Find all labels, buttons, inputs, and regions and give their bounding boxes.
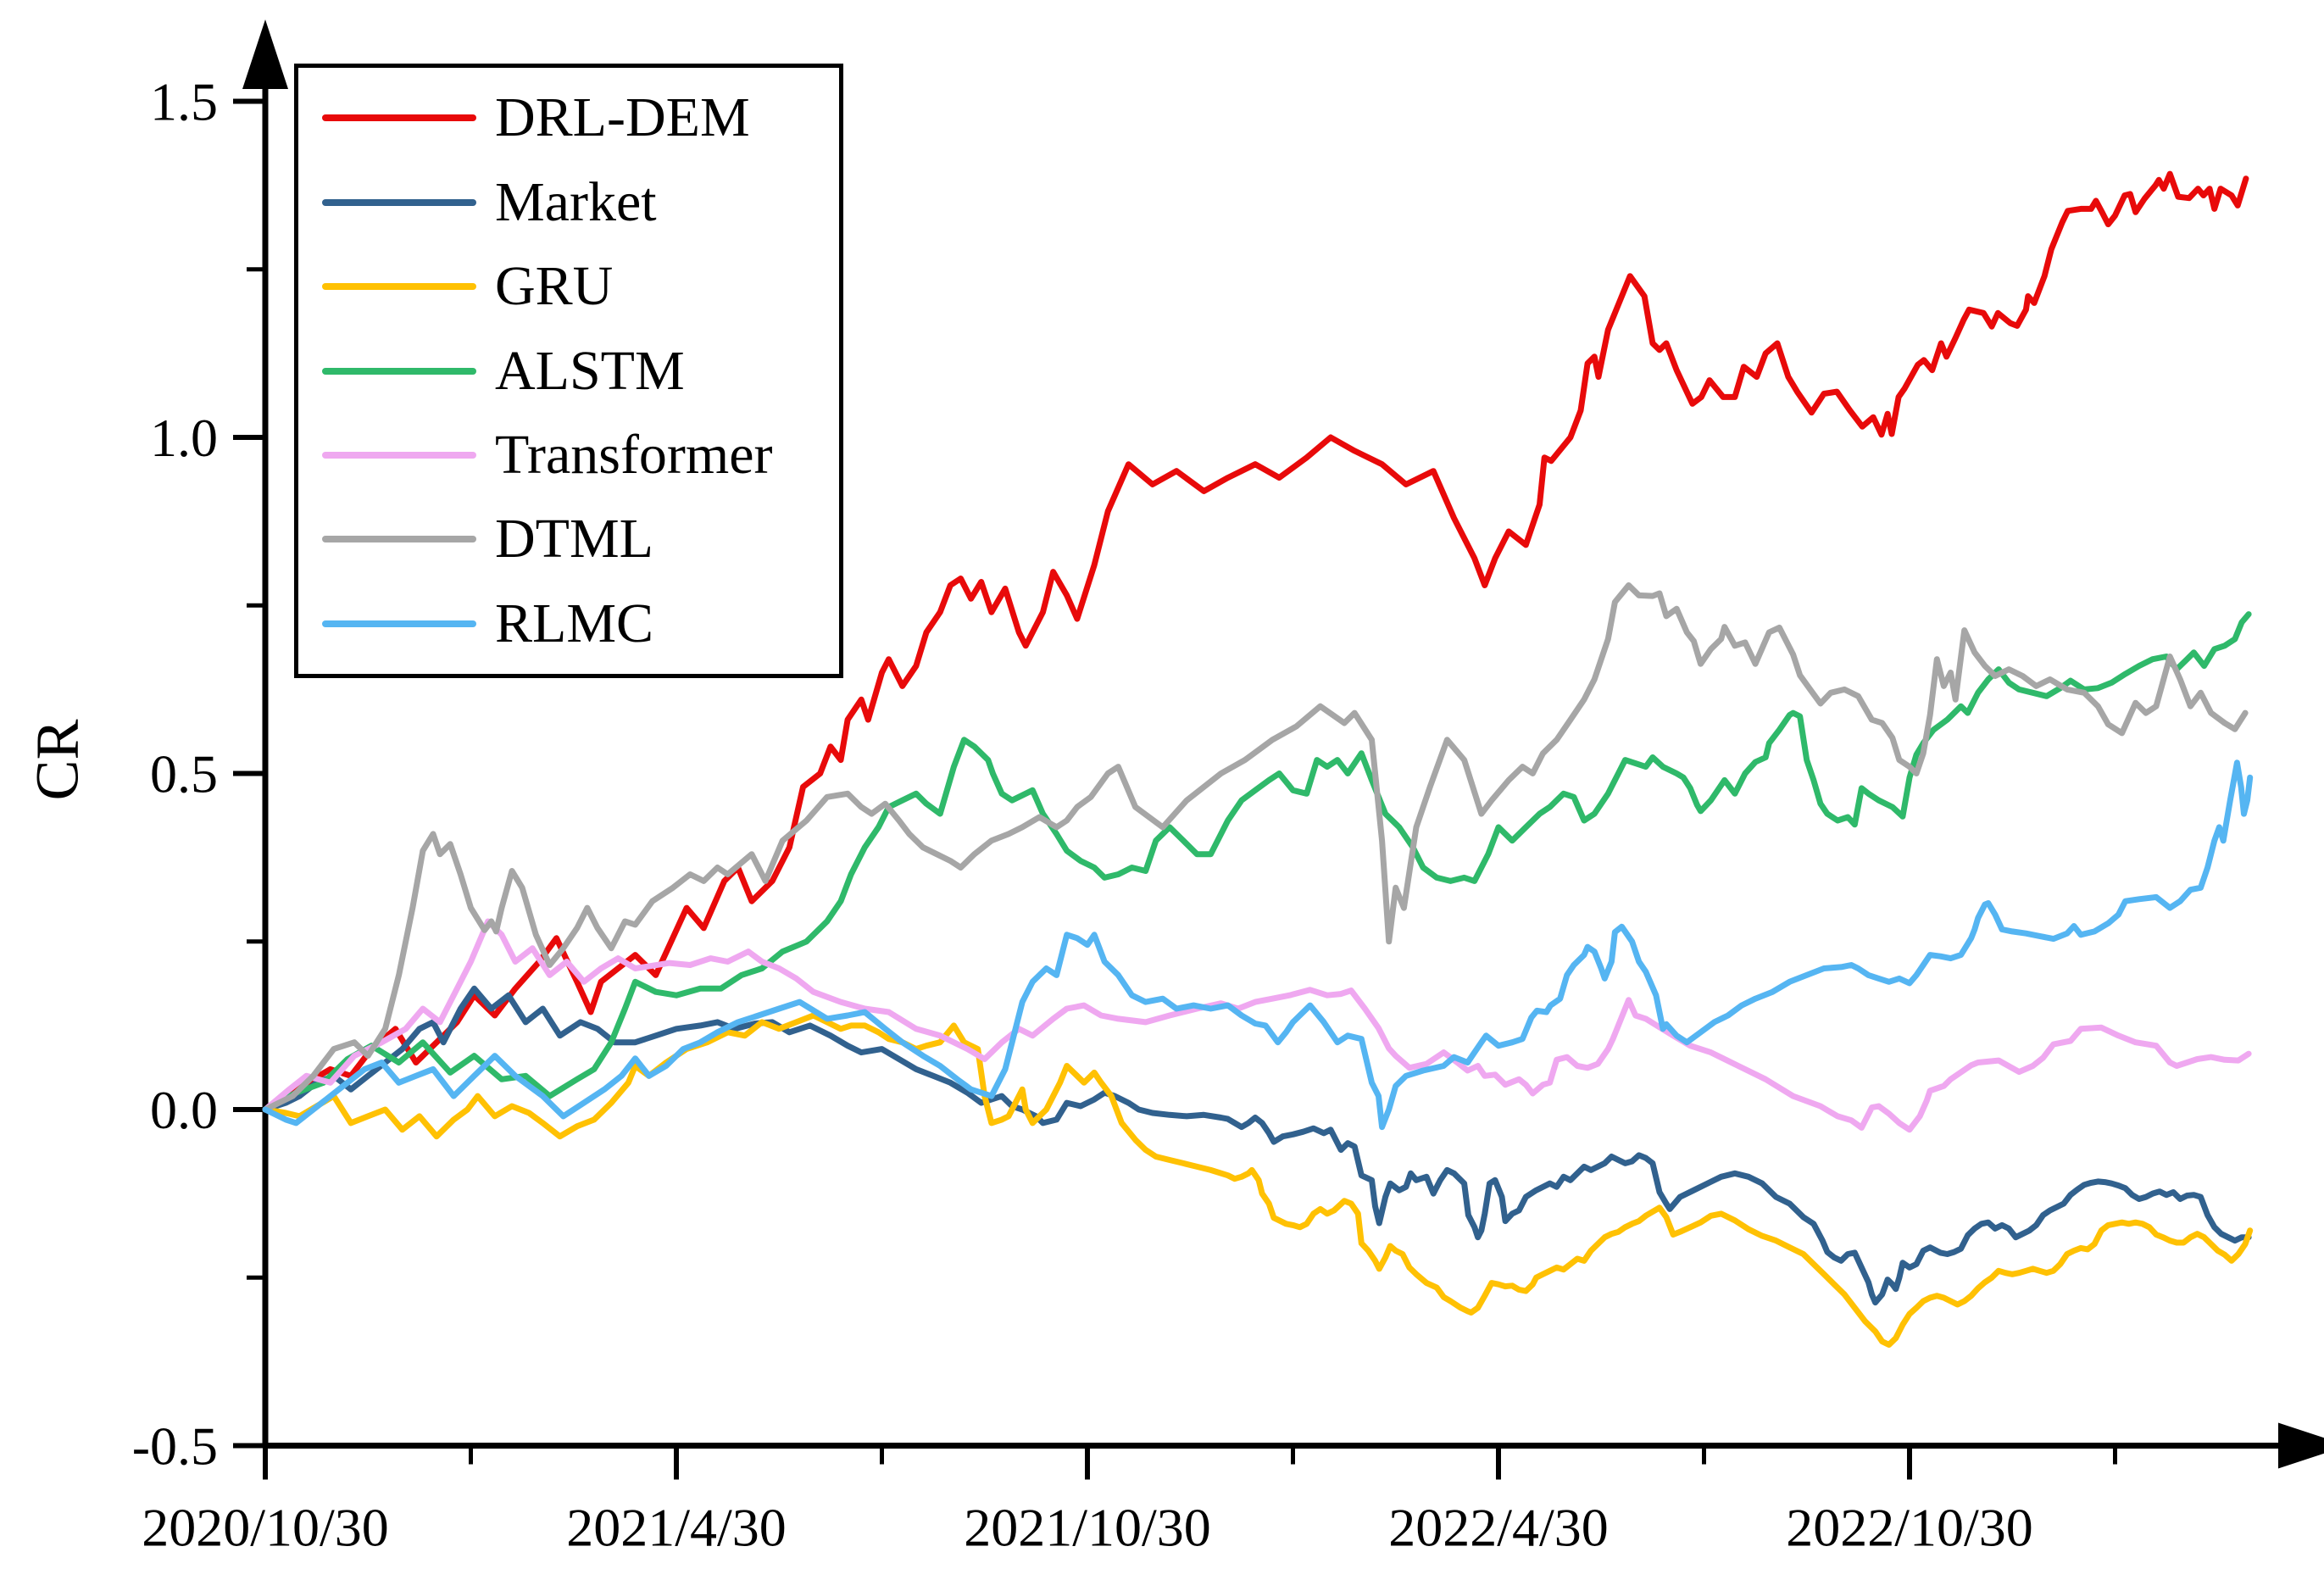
legend-item-gru: GRU — [298, 249, 839, 324]
series-line-transformer — [262, 918, 2252, 1133]
x-tick-label: 2021/10/30 — [964, 1498, 1211, 1558]
legend-label: Market — [495, 170, 657, 233]
legend-item-alstm: ALSTM — [298, 334, 839, 409]
series-line-drl-dem — [262, 170, 2249, 1113]
legend: DRL-DEM Market GRU ALSTM Transformer DTML RLMC — [294, 64, 843, 678]
series-line-gru — [262, 1012, 2254, 1348]
x-tick-label: 2020/10/30 — [142, 1498, 389, 1558]
series-line-rlmc — [262, 759, 2254, 1131]
legend-item-rlmc: RLMC — [298, 587, 839, 661]
y-tick-label: 0.0 — [150, 1080, 218, 1140]
legend-line-swatch — [322, 536, 476, 543]
legend-label: GRU — [495, 255, 614, 318]
y-axis-title: CR — [23, 719, 92, 801]
legend-item-drl-dem: DRL-DEM — [298, 81, 839, 155]
legend-line-swatch — [322, 198, 476, 206]
x-axis-arrowhead — [2278, 1422, 2324, 1469]
legend-line-swatch — [322, 620, 476, 627]
series-line-market — [262, 985, 2252, 1306]
y-tick-label: 0.5 — [150, 744, 218, 804]
legend-line-swatch — [322, 451, 476, 459]
legend-label: DTML — [495, 508, 653, 570]
y-axis-arrowhead — [242, 19, 288, 89]
x-tick-label: 2022/10/30 — [1786, 1498, 2033, 1558]
series-line-dtml — [262, 582, 2249, 1113]
y-tick-label: -0.5 — [132, 1416, 218, 1477]
x-tick-label: 2022/4/30 — [1388, 1498, 1609, 1558]
y-tick-label: 1.5 — [150, 72, 218, 132]
legend-label: DRL-DEM — [495, 86, 750, 149]
legend-item-transformer: Transformer — [298, 418, 839, 492]
legend-line-swatch — [322, 367, 476, 375]
y-tick-label: 1.0 — [150, 408, 218, 468]
legend-label: Transformer — [495, 423, 773, 486]
series-line-alstm — [262, 611, 2252, 1113]
legend-item-market: Market — [298, 165, 839, 240]
legend-item-dtml: DTML — [298, 502, 839, 576]
legend-line-swatch — [322, 114, 476, 122]
legend-label: ALSTM — [495, 339, 685, 402]
legend-label: RLMC — [495, 592, 654, 654]
x-tick-label: 2021/4/30 — [566, 1498, 787, 1558]
legend-line-swatch — [322, 283, 476, 291]
